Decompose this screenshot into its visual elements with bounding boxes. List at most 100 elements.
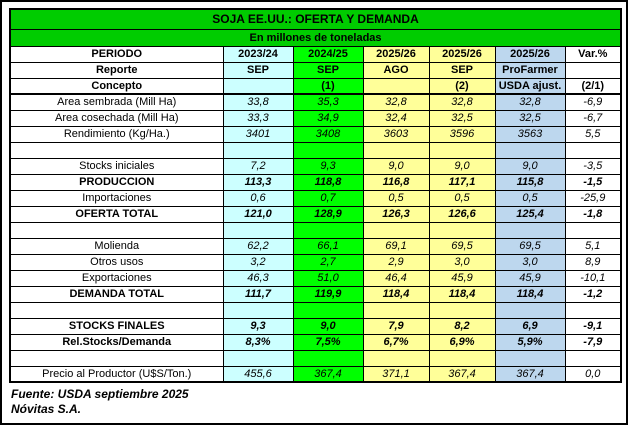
value-cell — [564, 349, 622, 367]
value-cell: 7,2 — [222, 157, 294, 175]
value-cell: 5,5 — [564, 125, 622, 143]
table-row — [9, 221, 622, 239]
column-year: 2025/26 — [362, 45, 430, 63]
table-title: SOJA EE.UU.: OFERTA Y DEMANDA — [9, 8, 622, 30]
value-cell: 45,9 — [428, 269, 496, 287]
value-cell — [494, 221, 566, 239]
value-cell: 6,7% — [362, 333, 430, 351]
table-row: Rendimiento (Kg/Ha.) 3401 3408 3603 3596 3563… — [9, 125, 622, 143]
value-cell — [222, 141, 294, 159]
value-cell — [362, 349, 430, 367]
column-month: ProFarmer — [494, 61, 566, 79]
value-cell — [428, 301, 496, 319]
value-cell: 8,3% — [222, 333, 294, 351]
column-year: 2023/24 — [222, 45, 294, 63]
column-month — [564, 61, 622, 79]
value-cell: 62,2 — [222, 237, 294, 255]
row-label: Rendimiento (Kg/Ha.) — [9, 125, 224, 143]
column-note: (2) — [428, 77, 496, 95]
table-row: OFERTA TOTAL 121,0 128,9 126,3 126,6 125,4 -1,… — [9, 205, 622, 223]
value-cell: -1,2 — [564, 285, 622, 303]
value-cell: 3,2 — [222, 253, 294, 271]
value-cell: 32,8 — [428, 93, 496, 111]
value-cell: 69,5 — [494, 237, 566, 255]
value-cell: 3,0 — [428, 253, 496, 271]
value-cell: 3408 — [292, 125, 364, 143]
value-cell — [564, 141, 622, 159]
table-row: Rel.Stocks/Demanda 8,3% 7,5% 6,7% 6,9% 5,9% -7… — [9, 333, 622, 351]
value-cell: 33,3 — [222, 109, 294, 127]
value-cell — [494, 349, 566, 367]
value-cell: 5,9% — [494, 333, 566, 351]
row-label: Rel.Stocks/Demanda — [9, 333, 224, 351]
value-cell — [292, 301, 364, 319]
column-note: USDA ajust. — [494, 77, 566, 95]
value-cell: 9,3 — [292, 157, 364, 175]
table-row: PRODUCCION 113,3 118,8 116,8 117,1 115,8 -1,5 — [9, 173, 622, 191]
table-row — [9, 301, 622, 319]
value-cell: 35,3 — [292, 93, 364, 111]
table-row: Area sembrada (Mill Ha) 33,8 35,3 32,8 32,8 3… — [9, 93, 622, 111]
value-cell: 69,1 — [362, 237, 430, 255]
table-row: Exportaciones 46,3 51,0 46,4 45,9 45,9 -10,1 — [9, 269, 622, 287]
value-cell: 367,4 — [292, 365, 364, 383]
value-cell: 6,9% — [428, 333, 496, 351]
column-month: SEP — [428, 61, 496, 79]
value-cell: 33,8 — [222, 93, 294, 111]
value-cell: 118,4 — [494, 285, 566, 303]
value-cell: 32,5 — [494, 109, 566, 127]
value-cell: 34,9 — [292, 109, 364, 127]
row-label: Molienda — [9, 237, 224, 255]
value-cell: 9,0 — [362, 157, 430, 175]
row-label: Exportaciones — [9, 269, 224, 287]
row-label: Area cosechada (Mill Ha) — [9, 109, 224, 127]
value-cell: 128,9 — [292, 205, 364, 223]
value-cell — [494, 141, 566, 159]
value-cell: 126,6 — [428, 205, 496, 223]
row-label: Precio al Productor (U$S/Ton.) — [9, 365, 224, 383]
value-cell: 367,4 — [494, 365, 566, 383]
table-row: Otros usos 3,2 2,7 2,9 3,0 3,0 8,9 — [9, 253, 622, 271]
column-month: SEP — [222, 61, 294, 79]
value-cell: 118,4 — [362, 285, 430, 303]
column-year: 2024/25 — [292, 45, 364, 63]
table-row: Molienda 62,2 66,1 69,1 69,5 69,5 5,1 — [9, 237, 622, 255]
value-cell: 6,9 — [494, 317, 566, 335]
value-cell — [494, 301, 566, 319]
value-cell: 46,4 — [362, 269, 430, 287]
value-cell: 8,9 — [564, 253, 622, 271]
column-note: (1) — [292, 77, 364, 95]
title-row: SOJA EE.UU.: OFERTA Y DEMANDA — [9, 8, 622, 30]
value-cell: 2,9 — [362, 253, 430, 271]
value-cell: -3,5 — [564, 157, 622, 175]
value-cell: 0,5 — [362, 189, 430, 207]
column-year: 2025/26 — [494, 45, 566, 63]
value-cell: 3596 — [428, 125, 496, 143]
value-cell: 117,1 — [428, 173, 496, 191]
column-month: SEP — [292, 61, 364, 79]
row-label: Otros usos — [9, 253, 224, 271]
row-label — [9, 301, 224, 319]
value-cell: 126,3 — [362, 205, 430, 223]
value-cell: 371,1 — [362, 365, 430, 383]
value-cell — [362, 221, 430, 239]
value-cell: 0,0 — [564, 365, 622, 383]
value-cell: 118,8 — [292, 173, 364, 191]
value-cell: 9,0 — [494, 157, 566, 175]
column-year: Var.% — [564, 45, 622, 63]
value-cell — [222, 221, 294, 239]
table-row: Precio al Productor (U$S/Ton.) 455,6 367,4… — [9, 365, 622, 383]
header-year-row: PERIODO 2023/24 2024/25 2025/26 2025/26 2025… — [9, 45, 622, 63]
value-cell: 125,4 — [494, 205, 566, 223]
column-year: 2025/26 — [428, 45, 496, 63]
value-cell — [564, 221, 622, 239]
value-cell: -7,9 — [564, 333, 622, 351]
value-cell: 0,5 — [494, 189, 566, 207]
subtitle-row: En millones de toneladas — [9, 28, 622, 47]
table-row: Stocks iniciales 7,2 9,3 9,0 9,0 9,0 -3,5 — [9, 157, 622, 175]
value-cell — [564, 301, 622, 319]
row-label — [9, 349, 224, 367]
value-cell: 9,0 — [428, 157, 496, 175]
value-cell: 455,6 — [222, 365, 294, 383]
column-note — [222, 77, 294, 95]
